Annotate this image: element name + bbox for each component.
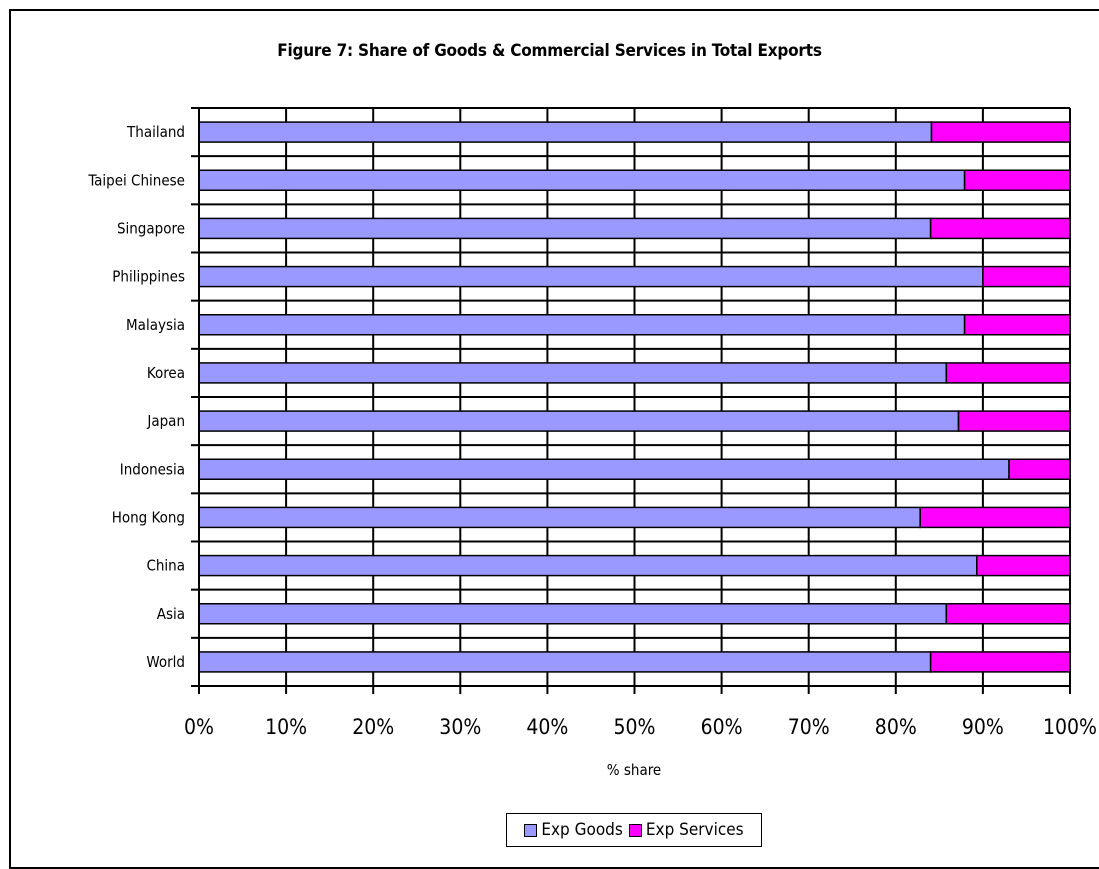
category-label: Indonesia bbox=[120, 460, 185, 478]
bar-services bbox=[919, 506, 1071, 529]
legend-label-services: Exp Services bbox=[645, 820, 744, 840]
category-label: Japan bbox=[146, 412, 185, 430]
legend-item-goods: Exp Goods bbox=[524, 820, 623, 840]
category-label: Korea bbox=[147, 364, 185, 382]
bar-goods bbox=[198, 506, 921, 529]
legend-item-services: Exp Services bbox=[628, 820, 744, 840]
category-label: Taipei Chinese bbox=[87, 171, 185, 189]
category-label: China bbox=[146, 557, 185, 575]
x-tick-label: 70% bbox=[788, 715, 830, 739]
bar-goods bbox=[198, 554, 978, 577]
bar-services bbox=[957, 410, 1071, 432]
x-tick-label: 10% bbox=[265, 715, 307, 739]
bar-services bbox=[1008, 458, 1071, 480]
x-tick-label: 50% bbox=[614, 715, 656, 739]
bar-goods bbox=[198, 603, 948, 625]
bar-goods bbox=[198, 217, 932, 240]
bar-goods bbox=[198, 121, 933, 143]
bar-goods bbox=[198, 265, 984, 288]
legend-swatch-services bbox=[628, 823, 642, 837]
category-label: Philippines bbox=[112, 268, 185, 286]
bar-services bbox=[929, 217, 1071, 240]
x-tick-label: 40% bbox=[526, 715, 568, 739]
bar-goods bbox=[198, 362, 948, 384]
category-label: Hong Kong bbox=[112, 508, 185, 526]
category-label: Thailand bbox=[126, 123, 185, 141]
x-axis-title: % share bbox=[607, 761, 662, 779]
category-label: Malaysia bbox=[126, 316, 185, 334]
bar-services bbox=[982, 265, 1071, 288]
x-tick-label: 30% bbox=[439, 715, 481, 739]
x-tick-label: 100% bbox=[1043, 715, 1097, 739]
chart-frame bbox=[9, 9, 1099, 869]
bar-goods bbox=[198, 169, 966, 191]
bar-goods bbox=[198, 458, 1010, 480]
x-tick-label: 90% bbox=[962, 715, 1004, 739]
bar-goods bbox=[198, 314, 966, 336]
bar-goods bbox=[198, 410, 960, 432]
category-label: Asia bbox=[157, 605, 185, 623]
bar-services bbox=[929, 651, 1071, 673]
category-label: World bbox=[146, 653, 185, 671]
bar-goods bbox=[198, 651, 932, 673]
x-tick-label: 20% bbox=[352, 715, 394, 739]
bar-services bbox=[976, 554, 1071, 577]
legend: Exp Goods Exp Services bbox=[506, 813, 762, 847]
x-tick-label: 60% bbox=[701, 715, 743, 739]
bar-services bbox=[945, 603, 1071, 625]
bar-services bbox=[945, 362, 1071, 384]
chart-title: Figure 7: Share of Goods & Commercial Se… bbox=[277, 41, 822, 61]
category-label: Singapore bbox=[117, 219, 185, 237]
legend-swatch-goods bbox=[524, 823, 538, 837]
bar-services bbox=[963, 169, 1071, 191]
legend-label-goods: Exp Goods bbox=[541, 820, 623, 840]
bar-services bbox=[963, 314, 1071, 336]
x-tick-label: 0% bbox=[184, 715, 214, 739]
bar-services bbox=[930, 121, 1071, 143]
x-tick-label: 80% bbox=[875, 715, 917, 739]
